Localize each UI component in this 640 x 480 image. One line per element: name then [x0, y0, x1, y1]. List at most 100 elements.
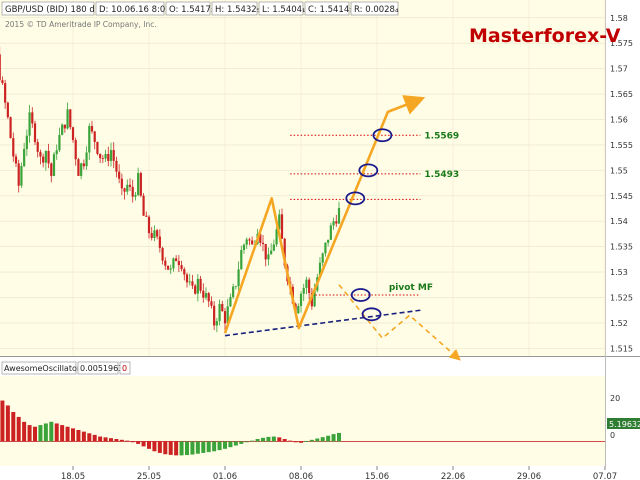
header-high: H: 1.5432₅ [215, 5, 260, 15]
x-tick-label: 08.06 [289, 472, 313, 480]
candle-body [50, 163, 53, 176]
y-tick-label: 1.565 [610, 90, 633, 99]
oscillator-bar [212, 441, 217, 452]
oscillator-bar [337, 432, 341, 442]
candle-body [183, 269, 186, 275]
y-tick-label: 1.55 [610, 166, 628, 175]
oscillator-bars [0, 400, 605, 456]
candle-body [4, 83, 7, 103]
candle-body [12, 138, 15, 157]
x-tick-label: 25.05 [137, 472, 161, 480]
candle-body [213, 305, 216, 326]
main-pane [0, 0, 605, 356]
candle-body [31, 112, 34, 124]
candle-body [305, 279, 308, 288]
oscillator-axis-0: 0 [610, 431, 615, 440]
oscillator-bar [147, 441, 151, 449]
oscillator-bar [49, 421, 54, 442]
candle-body [196, 278, 199, 294]
candle-body [318, 262, 322, 278]
markers [345, 128, 393, 322]
candle-body [272, 244, 275, 251]
candle-body [126, 184, 129, 192]
oscillator-bar [98, 436, 103, 442]
oscillator-bar [320, 437, 325, 442]
candle-body [25, 135, 28, 149]
candle-body [229, 297, 232, 307]
oscillator-bar [299, 441, 303, 443]
oscillator-bar [27, 425, 32, 442]
oscillator-bar [71, 428, 75, 442]
candle-body [17, 163, 20, 186]
candle-body [194, 285, 197, 294]
oscillator-bar [174, 441, 179, 456]
candle-body [278, 214, 281, 230]
y-tick-label: 1.575 [610, 39, 633, 48]
oscillator-bar [38, 425, 43, 442]
candle-body [9, 117, 12, 139]
candle-body [245, 239, 248, 245]
candle-body [20, 166, 23, 186]
candle-body [63, 124, 66, 129]
candle-body [74, 140, 77, 160]
oscillator-bar [22, 421, 27, 442]
candle-body [104, 154, 107, 159]
oscillator-name: AwesomeOscillator [4, 364, 81, 373]
y-tick-label: 1.555 [610, 141, 633, 150]
candle-body [118, 171, 121, 179]
candle-body [71, 127, 75, 141]
candle-body [264, 244, 267, 260]
candle-body [207, 293, 210, 302]
candle-body [137, 173, 140, 196]
candle-body [88, 126, 91, 153]
candle-body [90, 126, 94, 132]
candle-body [158, 236, 161, 248]
candle-body [242, 244, 246, 250]
oscillator-bar [309, 439, 314, 442]
projection-arrow [338, 284, 461, 361]
oscillator-bar [239, 441, 244, 444]
candle-body [215, 321, 218, 326]
oscillator-bar [125, 440, 130, 442]
candle-body [202, 290, 205, 298]
candle-body [169, 268, 172, 270]
candle-body [234, 286, 237, 287]
candle-body [175, 258, 178, 262]
x-tick-label: 22.06 [441, 472, 465, 480]
oscillator-bar [33, 426, 37, 442]
oscillator-bar [250, 440, 255, 442]
oscillator-bar [179, 441, 184, 456]
oscillator-bar [136, 441, 141, 444]
y-tick-label: 1.58 [610, 14, 628, 23]
candle-body [107, 154, 110, 161]
price-level-label: 1.5493 [424, 170, 459, 180]
candle-body [297, 305, 300, 314]
candle-body [185, 274, 189, 283]
candle-body [109, 150, 113, 161]
candle-body [275, 229, 278, 245]
circle-marker [345, 191, 366, 206]
pivot-label: pivot MF [389, 283, 433, 293]
candle-body [128, 184, 132, 187]
circle-marker [361, 307, 382, 322]
oscillator-bar [16, 416, 21, 442]
oscillator-bar [244, 441, 249, 443]
oscillator-bar [157, 441, 162, 453]
oscillator-bar [76, 430, 81, 442]
candle-body [240, 249, 243, 270]
y-tick-label: 1.56 [610, 116, 628, 125]
oscillator-bar [233, 441, 238, 446]
candle-body [172, 258, 175, 269]
oscillator-bar [65, 426, 70, 442]
candle-body [80, 163, 83, 176]
oscillator-bar [261, 437, 265, 442]
oscillator-bar [109, 438, 113, 442]
candle-body [139, 173, 142, 196]
copyright-text: 2015 © TD Ameritrade IP Company, Inc. [5, 20, 157, 29]
candle-body [6, 102, 9, 118]
candle-body [327, 239, 330, 243]
header-symbol: GBP/USD (BID) 180 d 4h [5, 5, 108, 15]
header-range: R: 0.0028₄ [354, 5, 399, 15]
candle-body [82, 163, 85, 167]
